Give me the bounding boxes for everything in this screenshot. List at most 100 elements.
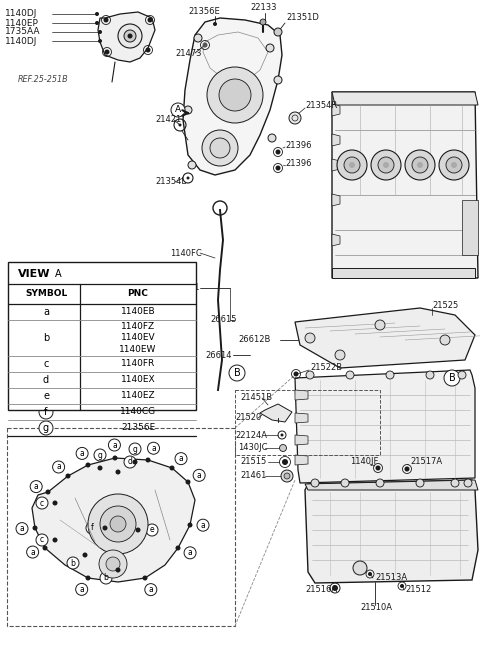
Circle shape [193, 470, 205, 481]
Circle shape [129, 443, 141, 455]
Circle shape [229, 365, 245, 381]
Circle shape [100, 572, 112, 584]
Text: a: a [79, 585, 84, 594]
Polygon shape [295, 455, 308, 465]
Circle shape [39, 305, 53, 319]
Polygon shape [332, 134, 340, 146]
Circle shape [30, 481, 42, 492]
Polygon shape [98, 12, 155, 62]
Circle shape [305, 333, 315, 343]
Circle shape [202, 130, 238, 166]
Text: 1140CG: 1140CG [120, 407, 156, 417]
Circle shape [311, 479, 319, 487]
Circle shape [203, 43, 207, 48]
Text: a: a [56, 462, 61, 472]
Circle shape [266, 44, 274, 52]
Circle shape [105, 50, 109, 54]
Circle shape [104, 18, 108, 22]
Circle shape [280, 434, 284, 436]
Circle shape [39, 421, 53, 435]
Circle shape [274, 28, 282, 36]
Text: c: c [43, 359, 48, 369]
Text: e: e [43, 391, 49, 401]
Circle shape [85, 462, 91, 468]
Circle shape [33, 526, 37, 530]
Circle shape [268, 134, 276, 142]
Text: 21421: 21421 [155, 116, 181, 124]
Circle shape [118, 24, 142, 48]
Circle shape [135, 528, 141, 532]
Circle shape [187, 177, 190, 179]
Circle shape [97, 466, 103, 470]
Text: 26611: 26611 [173, 283, 200, 292]
Text: 1140FZ
1140EV
1140EW: 1140FZ 1140EV 1140EW [120, 322, 156, 354]
Circle shape [132, 460, 137, 464]
Text: 21396: 21396 [285, 141, 312, 150]
Circle shape [27, 546, 39, 558]
Text: a: a [34, 482, 38, 491]
Text: b: b [71, 559, 75, 568]
Polygon shape [332, 194, 340, 206]
Circle shape [375, 320, 385, 330]
Circle shape [179, 124, 181, 126]
Circle shape [43, 545, 48, 551]
Circle shape [464, 479, 472, 487]
Text: 1140JF: 1140JF [350, 458, 378, 466]
Circle shape [194, 34, 202, 42]
Circle shape [451, 479, 459, 487]
Circle shape [108, 439, 120, 451]
Circle shape [293, 371, 299, 377]
Circle shape [185, 479, 191, 485]
Circle shape [147, 442, 159, 455]
Circle shape [100, 506, 136, 542]
Circle shape [188, 523, 192, 528]
Polygon shape [305, 480, 478, 490]
Polygon shape [295, 308, 475, 368]
Circle shape [39, 389, 53, 403]
Circle shape [145, 458, 151, 462]
Text: 1735AA: 1735AA [5, 27, 40, 37]
Text: a: a [188, 548, 192, 557]
Polygon shape [305, 480, 478, 583]
Text: d: d [43, 375, 49, 385]
Text: 21351D: 21351D [286, 14, 319, 22]
Polygon shape [332, 92, 478, 105]
Polygon shape [260, 404, 292, 422]
Circle shape [16, 523, 28, 534]
Circle shape [53, 461, 65, 473]
Bar [7, 428, 235, 626]
Circle shape [52, 500, 58, 506]
Circle shape [39, 405, 53, 419]
Text: a: a [30, 547, 35, 557]
Polygon shape [332, 234, 340, 246]
Text: 21473: 21473 [175, 48, 202, 58]
Text: 22133: 22133 [250, 3, 276, 12]
Text: 21356E: 21356E [188, 7, 220, 16]
Circle shape [145, 583, 157, 596]
Circle shape [184, 106, 192, 114]
Circle shape [451, 162, 457, 168]
Circle shape [143, 576, 147, 581]
Circle shape [210, 138, 230, 158]
Circle shape [213, 22, 217, 26]
Circle shape [335, 350, 345, 360]
Text: a: a [201, 521, 205, 530]
Polygon shape [462, 200, 478, 255]
Circle shape [86, 522, 98, 534]
Circle shape [175, 453, 187, 464]
Circle shape [281, 470, 293, 482]
Circle shape [207, 67, 263, 123]
Circle shape [106, 557, 120, 571]
Circle shape [176, 545, 180, 551]
Circle shape [368, 572, 372, 576]
Text: 21516A: 21516A [305, 585, 337, 594]
Circle shape [76, 447, 88, 459]
Text: 21520: 21520 [235, 413, 261, 422]
Circle shape [219, 79, 251, 111]
Circle shape [282, 459, 288, 465]
Circle shape [171, 103, 185, 117]
Polygon shape [332, 104, 340, 116]
Circle shape [405, 150, 435, 180]
Circle shape [103, 526, 108, 530]
Text: 21451B: 21451B [240, 394, 272, 402]
